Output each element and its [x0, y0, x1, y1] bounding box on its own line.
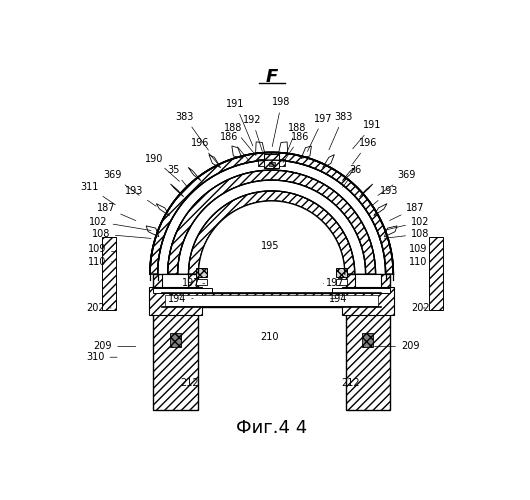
Bar — [346, 274, 390, 410]
Bar — [332, 288, 390, 294]
Bar — [337, 278, 347, 285]
Text: 202: 202 — [86, 303, 111, 313]
Text: 194: 194 — [167, 294, 193, 304]
Text: 194: 194 — [330, 294, 348, 304]
Bar — [153, 274, 198, 410]
Text: 110: 110 — [87, 256, 112, 266]
Bar — [363, 334, 373, 347]
Text: 193: 193 — [372, 186, 399, 206]
Bar — [162, 294, 381, 307]
Bar — [196, 268, 207, 277]
Text: 197: 197 — [181, 278, 205, 288]
Bar — [258, 158, 264, 166]
Text: 187: 187 — [97, 203, 136, 220]
Text: 212: 212 — [180, 378, 199, 388]
Bar — [149, 287, 201, 315]
Bar — [269, 162, 275, 166]
Text: 35: 35 — [167, 165, 188, 187]
Polygon shape — [171, 184, 183, 197]
Polygon shape — [255, 142, 265, 154]
Text: 186: 186 — [283, 132, 310, 162]
Polygon shape — [323, 154, 334, 168]
Polygon shape — [198, 201, 345, 274]
Polygon shape — [278, 142, 288, 154]
Bar — [153, 288, 211, 294]
Text: Фиг.4 4: Фиг.4 4 — [236, 419, 307, 437]
Text: 109: 109 — [409, 244, 427, 254]
Text: 195: 195 — [261, 242, 279, 252]
Polygon shape — [360, 184, 373, 197]
Text: 196: 196 — [191, 138, 218, 164]
Polygon shape — [188, 168, 201, 180]
Text: 188: 188 — [224, 123, 256, 156]
Polygon shape — [209, 154, 220, 168]
Text: 108: 108 — [384, 229, 429, 239]
Bar — [264, 154, 279, 168]
Text: 108: 108 — [92, 229, 151, 239]
Text: 198: 198 — [272, 98, 291, 146]
Text: 102: 102 — [384, 216, 429, 230]
Text: 369: 369 — [378, 170, 416, 196]
Polygon shape — [178, 180, 366, 274]
Text: 187: 187 — [390, 203, 425, 220]
Polygon shape — [374, 204, 387, 216]
Polygon shape — [232, 146, 242, 158]
Text: 311: 311 — [80, 182, 116, 204]
Text: 209: 209 — [94, 342, 136, 351]
Text: 383: 383 — [175, 112, 208, 150]
Polygon shape — [167, 170, 376, 274]
Text: 209: 209 — [375, 342, 419, 351]
Polygon shape — [384, 226, 397, 237]
Polygon shape — [150, 152, 393, 274]
Text: 109: 109 — [87, 244, 115, 254]
Text: 191: 191 — [226, 99, 253, 146]
Text: 212: 212 — [342, 378, 360, 388]
Bar — [279, 158, 286, 166]
Text: 202: 202 — [411, 303, 429, 313]
Text: 196: 196 — [352, 138, 377, 164]
Text: 383: 383 — [329, 112, 352, 150]
Text: 310: 310 — [86, 352, 117, 362]
Bar — [165, 295, 378, 306]
Bar — [162, 274, 189, 304]
Polygon shape — [189, 191, 355, 274]
Text: 369: 369 — [103, 170, 139, 196]
Polygon shape — [198, 201, 345, 274]
Text: 191: 191 — [353, 120, 382, 148]
Text: 110: 110 — [409, 256, 431, 266]
Bar — [342, 287, 394, 315]
Polygon shape — [342, 168, 355, 180]
Text: 190: 190 — [145, 154, 180, 182]
Bar — [337, 268, 347, 277]
Polygon shape — [301, 146, 312, 158]
Text: 192: 192 — [243, 115, 262, 152]
Bar — [196, 278, 207, 285]
Polygon shape — [146, 226, 159, 237]
Bar — [170, 334, 181, 347]
Text: 197: 197 — [307, 114, 332, 152]
Bar — [355, 274, 381, 304]
Text: F: F — [266, 68, 278, 86]
Text: 102: 102 — [89, 216, 151, 230]
Polygon shape — [156, 204, 170, 216]
Text: 36: 36 — [342, 165, 361, 187]
Text: 210: 210 — [260, 332, 279, 342]
Text: 188: 188 — [286, 123, 306, 155]
Bar — [429, 237, 443, 310]
Bar — [102, 237, 116, 310]
Text: 197: 197 — [323, 278, 345, 288]
Text: 186: 186 — [220, 132, 251, 162]
Text: 193: 193 — [125, 186, 156, 206]
